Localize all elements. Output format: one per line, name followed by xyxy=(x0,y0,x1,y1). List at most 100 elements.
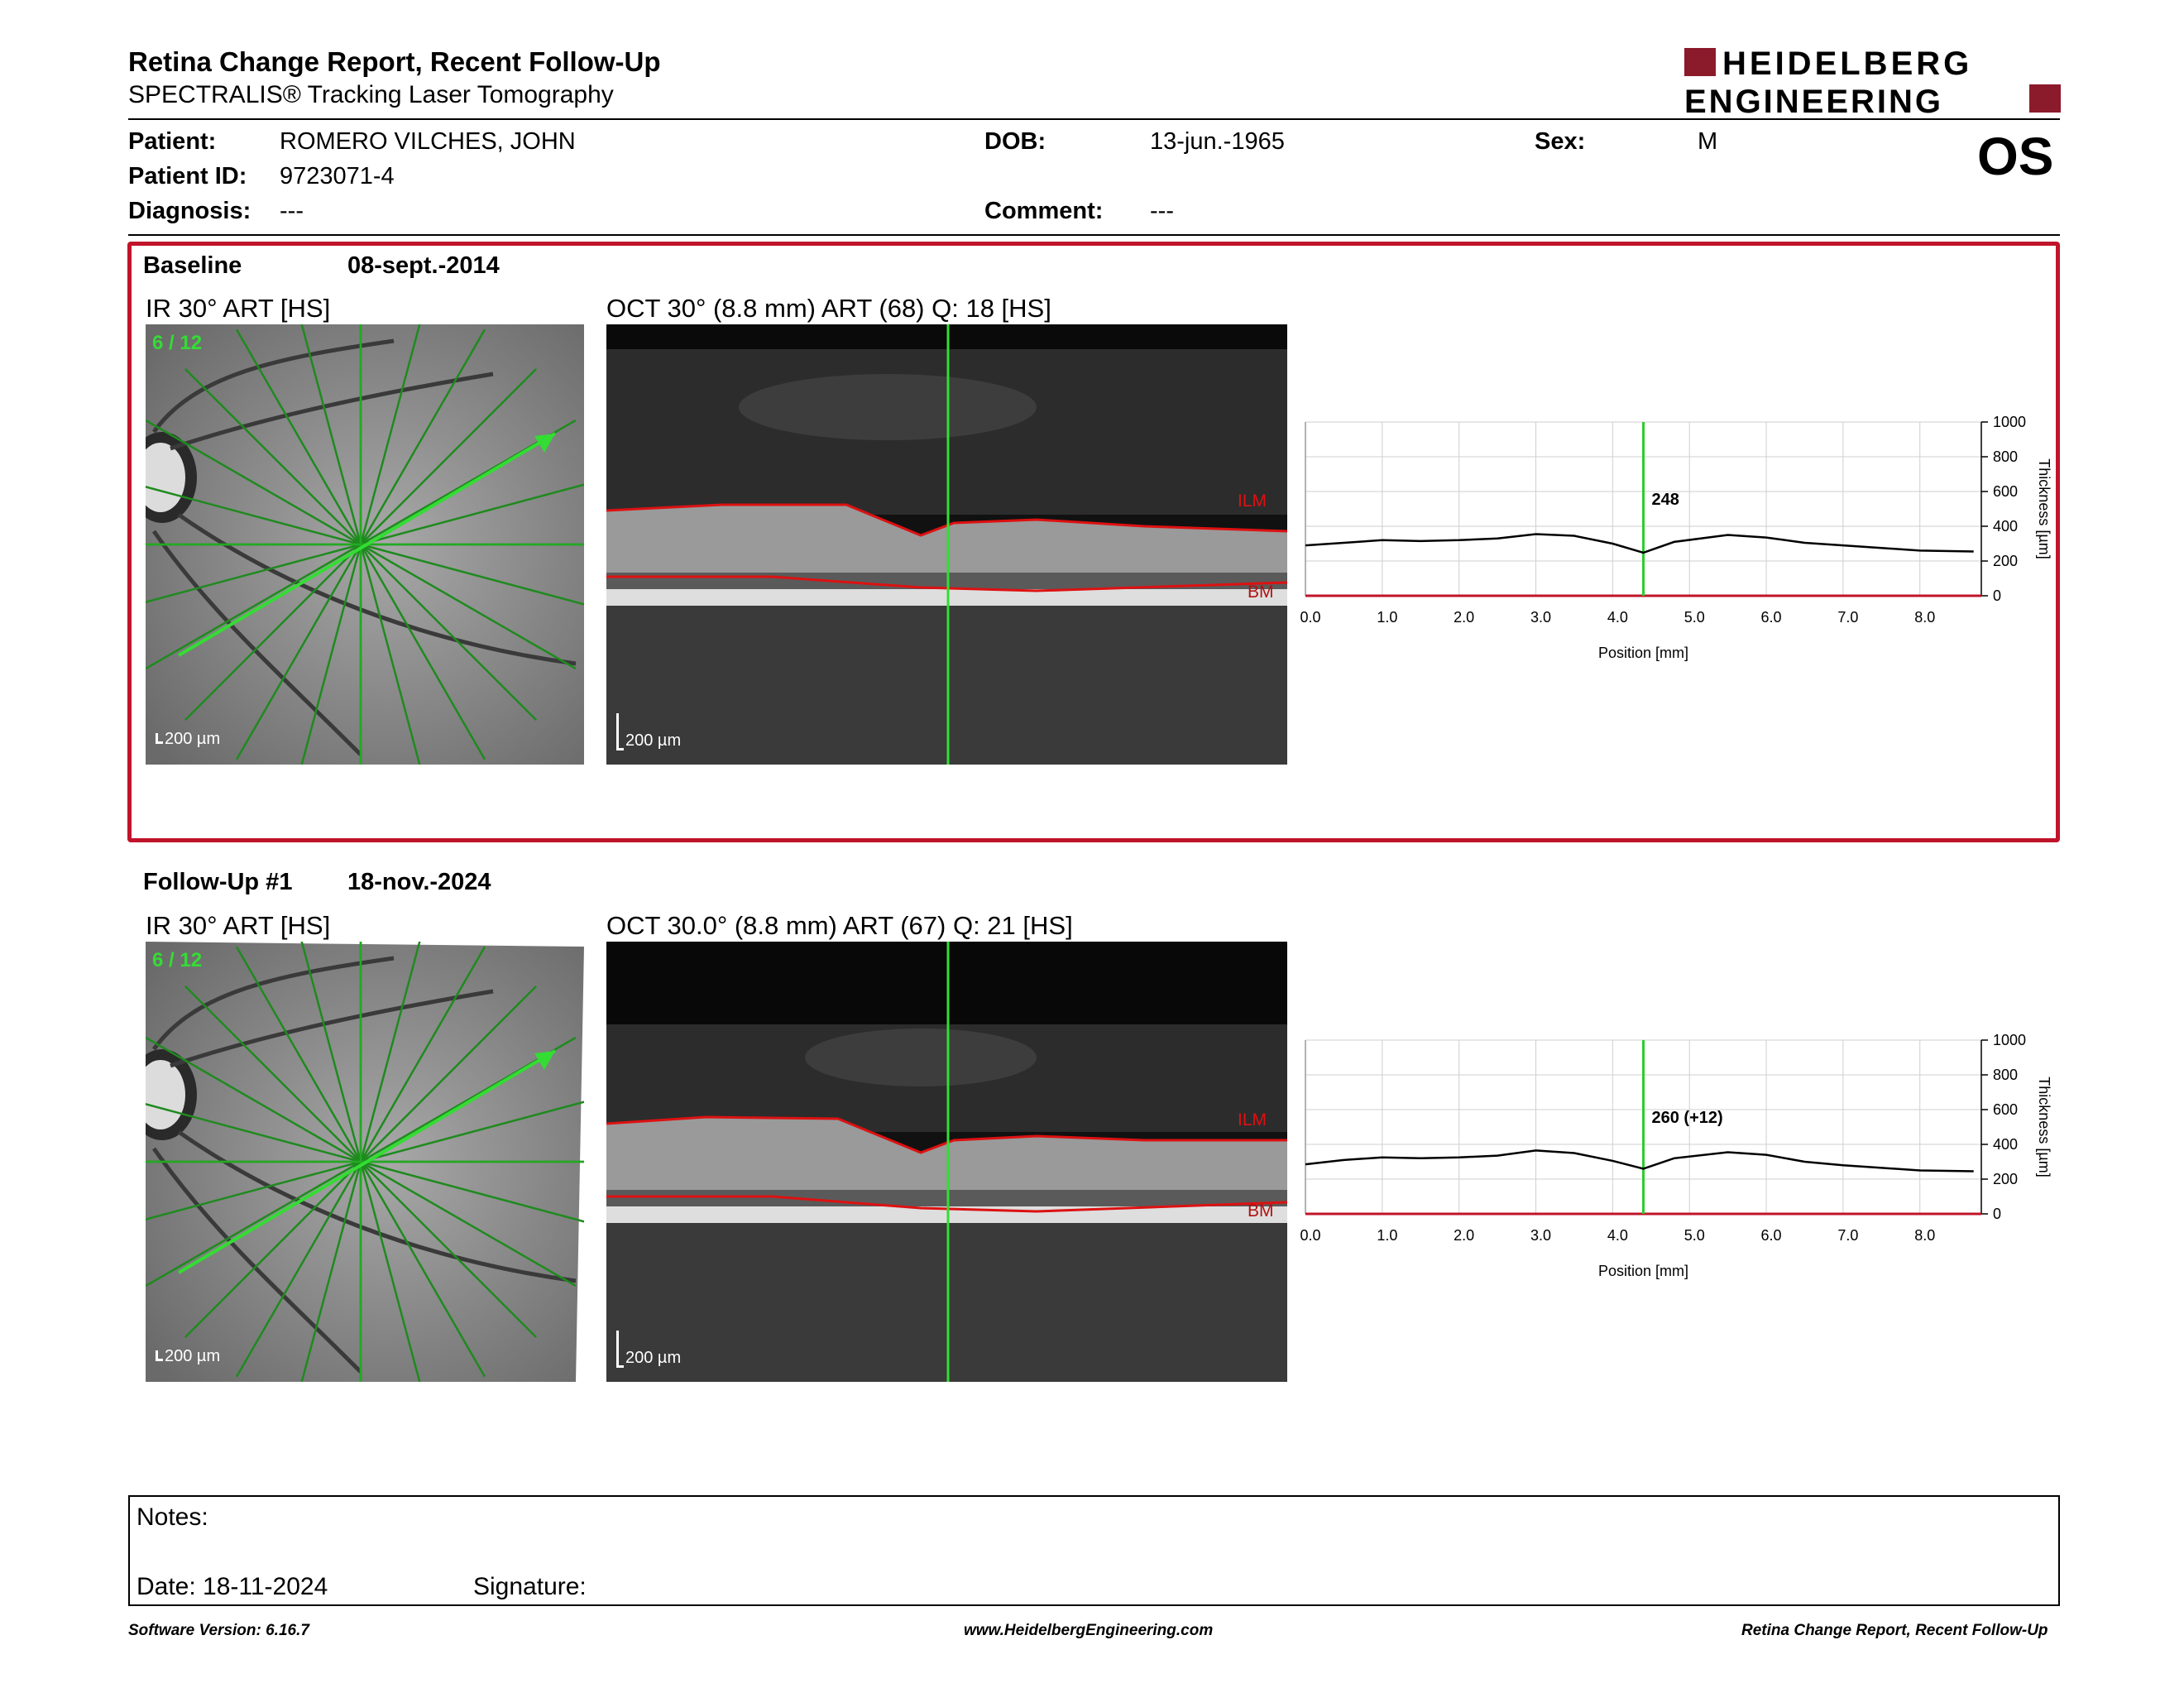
marker-value-label: 248 xyxy=(1652,491,1679,509)
followup-ir-fundus-image[interactable]: 6 / 12 200 µm xyxy=(146,942,584,1382)
svg-text:ENGINEERING: ENGINEERING xyxy=(1684,84,1943,116)
scan-spoke xyxy=(359,942,421,1163)
scan-spoke xyxy=(146,543,362,603)
patient-name-label: Patient: xyxy=(128,128,217,155)
followup-oct-title: OCT 30.0° (8.8 mm) ART (67) Q: 21 [HS] xyxy=(606,911,1073,940)
y-tick-label: 600 xyxy=(1993,483,2018,500)
followup-ir-title: IR 30° ART [HS] xyxy=(146,911,331,940)
scan-spoke xyxy=(359,324,421,545)
dob-value: 13-jun.-1965 xyxy=(1150,128,1285,155)
patient-id-label: Patient ID: xyxy=(128,163,247,189)
marker-value-label: 260 (+12) xyxy=(1652,1109,1723,1127)
notes-box[interactable]: Notes: Date: 18-11-2024 Signature: xyxy=(128,1495,2060,1606)
baseline-date: 08-sept.-2014 xyxy=(347,252,500,279)
scan-spoke xyxy=(235,328,362,545)
scan-spoke xyxy=(359,1161,421,1382)
svg-text:6 / 12: 6 / 12 xyxy=(152,332,202,354)
x-tick-label: 4.0 xyxy=(1607,1227,1628,1244)
x-tick-label: 2.0 xyxy=(1454,609,1474,626)
comment-label: Comment: xyxy=(984,198,1104,224)
scan-spoke xyxy=(360,1161,538,1339)
baseline-ir-fundus-image[interactable]: 6 / 12 200 µm xyxy=(146,324,584,765)
scan-spoke xyxy=(359,544,486,760)
scan-spoke xyxy=(184,985,362,1163)
x-tick-label: 3.0 xyxy=(1530,1227,1551,1244)
svg-text:BM: BM xyxy=(1248,583,1274,602)
followup-ir-scan-pattern: 6 / 12 xyxy=(146,942,584,1382)
scan-spoke xyxy=(184,544,362,722)
scan-spoke xyxy=(360,1101,584,1163)
scan-spoke xyxy=(300,942,362,1163)
scan-spoke xyxy=(359,946,486,1163)
y-axis-label: Thickness [µm] xyxy=(2036,458,2052,559)
scan-spoke xyxy=(359,1161,486,1378)
baseline-oct-bscan: ILM BM xyxy=(606,324,1287,765)
patient-name: ROMERO VILCHES, JOHN xyxy=(280,128,576,155)
svg-text:ILM: ILM xyxy=(1238,492,1267,511)
svg-text:ILM: ILM xyxy=(1238,1110,1267,1129)
scan-spoke xyxy=(235,544,362,760)
scan-spoke xyxy=(300,544,362,765)
scan-spoke xyxy=(235,1161,362,1378)
scan-spoke xyxy=(146,543,362,670)
baseline-ir-scan-pattern: 6 / 12 xyxy=(146,324,584,765)
thickness-line xyxy=(1305,1149,1974,1172)
header-divider xyxy=(128,118,2060,120)
x-tick-label: 1.0 xyxy=(1377,609,1397,626)
x-tick-label: 8.0 xyxy=(1914,1227,1935,1244)
svg-text:6 / 12: 6 / 12 xyxy=(152,949,202,971)
diagnosis-value: --- xyxy=(280,198,304,224)
y-tick-label: 800 xyxy=(1993,1067,2018,1083)
scan-spoke xyxy=(360,543,584,606)
x-tick-label: 4.0 xyxy=(1607,609,1628,626)
report-title: Retina Change Report, Recent Follow-Up xyxy=(128,46,661,77)
sex-label: Sex: xyxy=(1535,128,1586,155)
scan-spoke xyxy=(184,367,362,545)
footer-website-link[interactable]: www.HeidelbergEngineering.com xyxy=(964,1622,1214,1639)
y-tick-label: 1000 xyxy=(1993,414,2026,430)
baseline-ir-scale-label: 200 µm xyxy=(156,730,220,749)
baseline-highlight-frame xyxy=(127,242,2060,842)
scan-spoke xyxy=(184,1161,362,1339)
scan-spoke xyxy=(235,946,362,1163)
baseline-oct-title: OCT 30° (8.8 mm) ART (68) Q: 18 [HS] xyxy=(606,294,1051,323)
comment-value: --- xyxy=(1150,198,1174,224)
notes-label: Notes: xyxy=(136,1503,208,1531)
y-tick-label: 1000 xyxy=(1993,1032,2026,1048)
followup-oct-scale-label: 200 µm xyxy=(616,1331,681,1368)
x-axis-label: Position [mm] xyxy=(1598,645,1688,661)
x-tick-label: 5.0 xyxy=(1684,609,1705,626)
followup-oct-bscan-image[interactable]: ILM BM 200 µm xyxy=(606,942,1287,1382)
y-axis-label: Thickness [µm] xyxy=(2036,1077,2052,1177)
svg-text:HEIDELBERG: HEIDELBERG xyxy=(1722,46,1972,82)
scan-spoke xyxy=(360,1160,584,1223)
scan-spoke xyxy=(146,1160,362,1220)
x-tick-label: 6.0 xyxy=(1761,1227,1782,1244)
baseline-label: Baseline xyxy=(143,252,242,279)
svg-text:BM: BM xyxy=(1248,1201,1274,1220)
y-tick-label: 200 xyxy=(1993,553,2018,569)
x-axis-label: Position [mm] xyxy=(1598,1263,1688,1279)
baseline-oct-bscan-image[interactable]: ILM BM 200 µm xyxy=(606,324,1287,765)
x-tick-label: 5.0 xyxy=(1684,1227,1705,1244)
scan-spoke xyxy=(360,483,584,546)
y-tick-label: 400 xyxy=(1993,1136,2018,1153)
sex-value: M xyxy=(1698,128,1718,155)
dob-label: DOB: xyxy=(984,128,1046,155)
signature-label: Signature: xyxy=(473,1573,587,1600)
scan-spoke xyxy=(360,367,538,545)
scan-spoke xyxy=(146,1160,362,1288)
scan-spoke xyxy=(360,1160,577,1288)
y-tick-label: 400 xyxy=(1993,518,2018,535)
followup-date: 18-nov.-2024 xyxy=(347,869,491,895)
x-tick-label: 8.0 xyxy=(1914,609,1935,626)
scan-spoke xyxy=(300,324,362,545)
scan-spoke xyxy=(146,419,362,546)
followup-oct-bscan: ILM BM xyxy=(606,942,1287,1382)
notes-date: Date: 18-11-2024 xyxy=(136,1573,328,1600)
thickness-line xyxy=(1305,533,1974,554)
footer-software-version: Software Version: 6.16.7 xyxy=(128,1622,309,1639)
x-tick-label: 1.0 xyxy=(1377,1227,1397,1244)
scan-spoke xyxy=(359,328,486,545)
scan-spoke xyxy=(360,544,538,722)
